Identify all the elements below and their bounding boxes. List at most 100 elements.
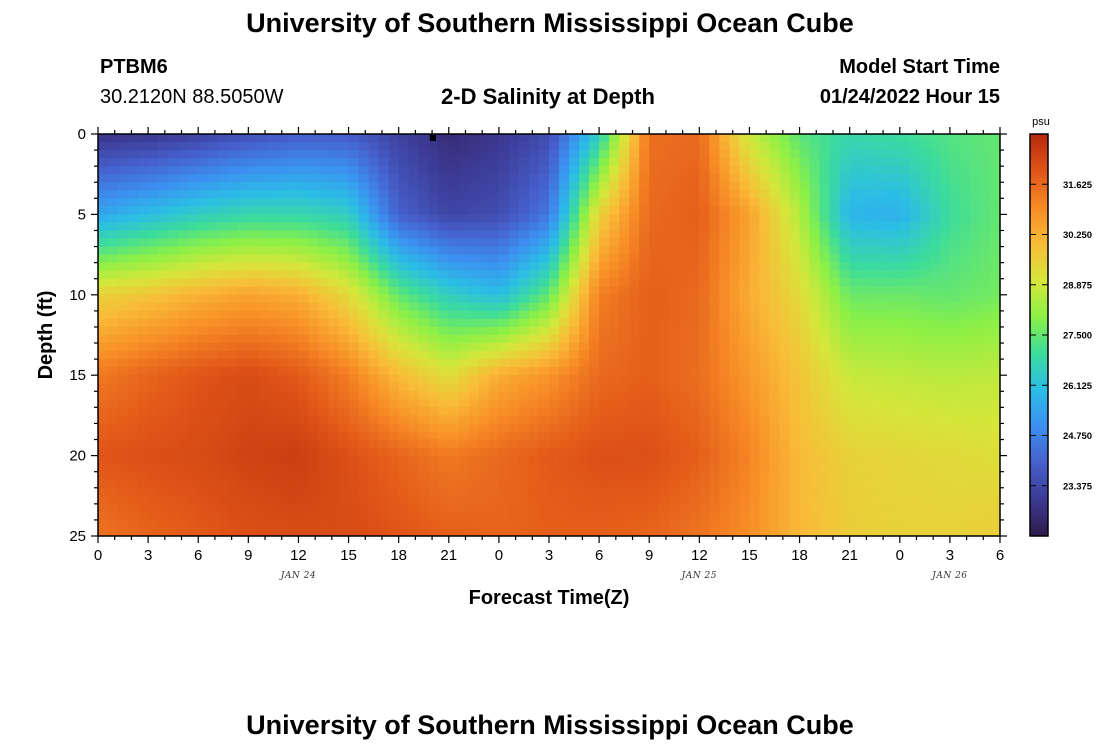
heatmap-cell bbox=[468, 527, 480, 536]
heatmap-cell bbox=[228, 294, 239, 304]
heatmap-cell bbox=[759, 286, 771, 296]
heatmap-cell bbox=[288, 439, 300, 449]
heatmap-cell bbox=[829, 527, 841, 536]
heatmap-cell bbox=[819, 367, 831, 376]
heatmap-cell bbox=[689, 262, 700, 272]
heatmap-cell bbox=[538, 174, 550, 183]
heatmap-cell bbox=[448, 463, 460, 473]
heatmap-cell bbox=[378, 471, 390, 481]
x-tick-label: 0 bbox=[495, 547, 503, 564]
heatmap-cell bbox=[128, 487, 139, 497]
heatmap-cell bbox=[629, 182, 640, 191]
heatmap-cell bbox=[759, 150, 771, 159]
heatmap-cell bbox=[979, 335, 991, 344]
heatmap-cell bbox=[819, 495, 831, 505]
heatmap-cell bbox=[559, 158, 570, 167]
heatmap-cell bbox=[308, 343, 320, 352]
heatmap-cell bbox=[849, 463, 861, 473]
heatmap-cell bbox=[549, 174, 560, 183]
heatmap-cell bbox=[308, 182, 320, 191]
heatmap-cell bbox=[268, 206, 279, 215]
heatmap-cell bbox=[809, 463, 821, 473]
heatmap-cell bbox=[829, 238, 841, 248]
heatmap-cell bbox=[569, 270, 580, 280]
heatmap-cell bbox=[639, 455, 650, 465]
heatmap-cell bbox=[959, 335, 971, 344]
heatmap-cell bbox=[919, 519, 931, 529]
heatmap-cell bbox=[328, 399, 340, 408]
heatmap-cell bbox=[589, 447, 600, 457]
heatmap-cell bbox=[518, 519, 530, 529]
x-tick-labels: 0 3 6 9 12 15 18 21 0 3 6 9 12 15 18 21 0 3 6 bbox=[94, 547, 1004, 564]
heatmap-cell bbox=[218, 439, 229, 449]
heatmap-cell bbox=[408, 326, 420, 336]
heatmap-cell bbox=[779, 519, 791, 529]
heatmap-cell bbox=[579, 375, 590, 384]
heatmap-cell bbox=[659, 407, 670, 416]
heatmap-cell bbox=[979, 286, 991, 296]
heatmap-cell bbox=[799, 407, 811, 416]
heatmap-cell bbox=[979, 463, 991, 473]
heatmap-cell bbox=[859, 134, 871, 143]
heatmap-cell bbox=[909, 431, 921, 441]
heatmap-cell bbox=[919, 399, 931, 408]
heatmap-cell bbox=[719, 230, 730, 240]
heatmap-cell bbox=[919, 455, 931, 465]
heatmap-cell bbox=[448, 270, 460, 280]
heatmap-cell bbox=[619, 479, 630, 489]
heatmap-cell bbox=[418, 511, 430, 521]
heatmap-cell bbox=[799, 343, 811, 352]
heatmap-cell bbox=[799, 503, 811, 513]
heatmap-cell bbox=[629, 174, 640, 183]
heatmap-cell bbox=[689, 343, 700, 352]
heatmap-cell bbox=[528, 318, 540, 328]
heatmap-cell bbox=[659, 343, 670, 352]
heatmap-cell bbox=[168, 310, 179, 320]
heatmap-cell bbox=[919, 198, 931, 207]
heatmap-cell bbox=[589, 503, 600, 513]
heatmap-cell bbox=[629, 407, 640, 416]
heatmap-cell bbox=[719, 286, 730, 296]
heatmap-cell bbox=[609, 230, 620, 240]
heatmap-cell bbox=[488, 166, 500, 175]
heatmap-cell bbox=[328, 519, 340, 529]
heatmap-cell bbox=[849, 286, 861, 296]
heatmap-cell bbox=[859, 206, 871, 215]
heatmap-cell bbox=[418, 166, 430, 175]
heatmap-cell bbox=[498, 399, 510, 408]
heatmap-cell bbox=[919, 391, 931, 400]
heatmap-cell bbox=[268, 278, 279, 288]
heatmap-cell bbox=[488, 230, 500, 240]
heatmap-cell bbox=[949, 238, 961, 248]
heatmap-cell bbox=[549, 487, 560, 497]
heatmap-cell bbox=[208, 166, 219, 175]
heatmap-cell bbox=[268, 166, 279, 175]
heatmap-cell bbox=[989, 190, 1000, 199]
heatmap-cell bbox=[358, 270, 370, 280]
heatmap-cell bbox=[899, 254, 911, 264]
heatmap-cell bbox=[168, 487, 179, 497]
heatmap-cell bbox=[559, 351, 570, 360]
heatmap-cell bbox=[889, 479, 901, 489]
plot-title: 2-D Salinity at Depth bbox=[441, 84, 655, 109]
heatmap-cell bbox=[659, 391, 670, 400]
heatmap-cell bbox=[779, 439, 791, 449]
heatmap-cell bbox=[549, 294, 560, 304]
heatmap-cell bbox=[619, 174, 630, 183]
heatmap-cell bbox=[609, 246, 620, 256]
heatmap-cell bbox=[979, 367, 991, 376]
heatmap-cell bbox=[979, 519, 991, 529]
heatmap-cell bbox=[178, 246, 189, 256]
heatmap-cell bbox=[308, 294, 320, 304]
heatmap-cell bbox=[258, 230, 269, 240]
heatmap-cell bbox=[899, 415, 911, 425]
heatmap-cell bbox=[839, 190, 851, 199]
heatmap-cell bbox=[549, 511, 560, 521]
heatmap-cell bbox=[348, 519, 360, 529]
heatmap-cell bbox=[158, 383, 169, 392]
heatmap-cell bbox=[769, 134, 781, 143]
heatmap-cell bbox=[108, 335, 119, 344]
heatmap-cell bbox=[338, 415, 350, 425]
heatmap-cell bbox=[609, 142, 620, 151]
heatmap-cell bbox=[789, 262, 801, 272]
